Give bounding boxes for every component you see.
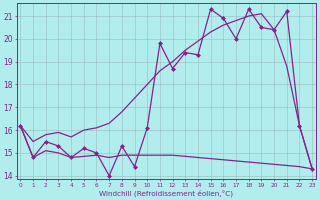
- X-axis label: Windchill (Refroidissement éolien,°C): Windchill (Refroidissement éolien,°C): [99, 189, 233, 197]
